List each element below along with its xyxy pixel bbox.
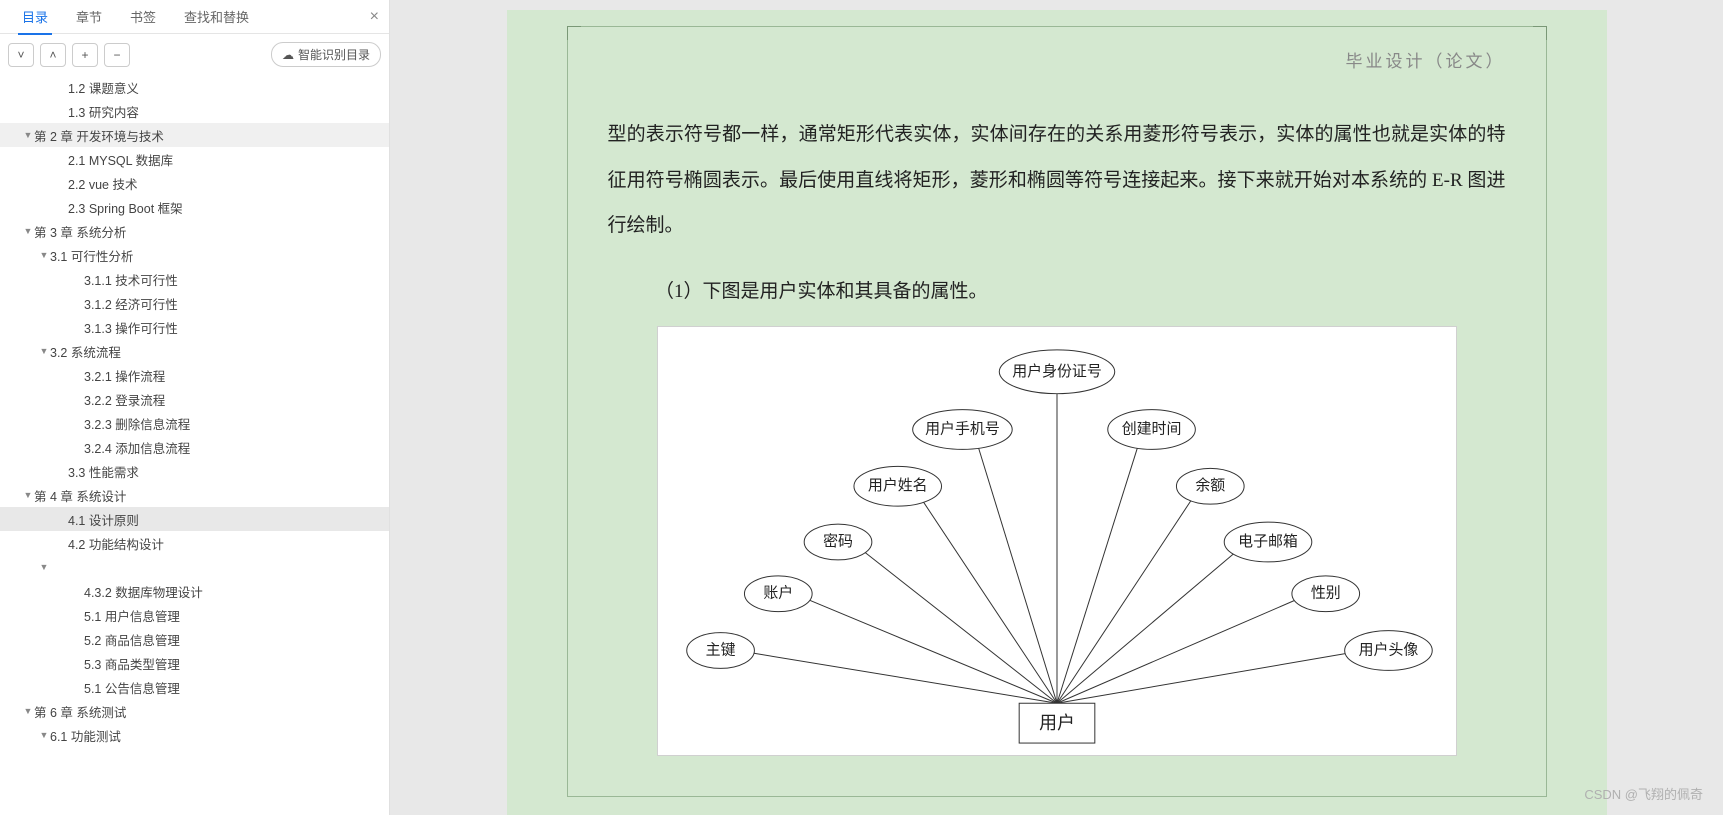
outline-item[interactable]: 3.1.2 经济可行性	[0, 291, 389, 315]
outline-item[interactable]: ▼第 6 章 系统测试	[0, 699, 389, 723]
outline-item[interactable]: ▼	[0, 555, 389, 579]
outline-item-label: 5.3 商品类型管理	[84, 654, 180, 673]
outline-item[interactable]: 4.1 设计原则	[0, 507, 389, 531]
add-button[interactable]: +	[72, 43, 98, 67]
outline-item[interactable]: 3.3 性能需求	[0, 459, 389, 483]
outline-sidebar: 目录章节书签查找和替换 × ˅ ˄ + − ☁ 智能识别目录 1.2 课题意义 1…	[0, 0, 390, 815]
document-area[interactable]: 毕业设计（论文） 型的表示符号都一样，通常矩形代表实体，实体间存在的关系用菱形符…	[390, 0, 1723, 815]
outline-item-label: 5.2 商品信息管理	[84, 630, 180, 649]
er-diagram: 用户身份证号用户手机号 创建时间用户姓名 余额密码 电子邮箱账户 性别主键 用户头像用户	[657, 326, 1457, 756]
outline-item-label: 2.1 MYSQL 数据库	[68, 150, 173, 169]
outline-item[interactable]: 3.1.3 操作可行性	[0, 315, 389, 339]
outline-item-label: 3.2.3 删除信息流程	[84, 414, 190, 433]
outline-item-label: 3.1 可行性分析	[50, 246, 133, 265]
cloud-icon: ☁	[282, 48, 294, 62]
chevron-down-icon[interactable]: ▼	[38, 730, 50, 740]
outline-item[interactable]: 2.2 vue 技术	[0, 171, 389, 195]
outline-item-label: 3.2.2 登录流程	[84, 390, 165, 409]
tab-1[interactable]: 章节	[62, 0, 116, 34]
outline-item[interactable]: ▼3.2 系统流程	[0, 339, 389, 363]
er-attribute-label: 用户身份证号	[1012, 363, 1102, 380]
er-attribute-label: 账户	[763, 585, 793, 602]
outline-item-label: 1.3 研究内容	[68, 102, 139, 121]
chevron-down-icon[interactable]: ▼	[38, 346, 50, 356]
outline-item[interactable]: 3.2.3 删除信息流程	[0, 411, 389, 435]
outline-item-label: 3.1.3 操作可行性	[84, 318, 178, 337]
outline-item-label: 2.3 Spring Boot 框架	[68, 198, 183, 217]
er-attribute-label: 密码	[823, 533, 853, 550]
collapse-button[interactable]: ˅	[8, 43, 34, 67]
outline-item[interactable]: 1.2 课题意义	[0, 75, 389, 99]
outline-item[interactable]: 2.1 MYSQL 数据库	[0, 147, 389, 171]
outline-item[interactable]: 3.2.4 添加信息流程	[0, 435, 389, 459]
outline-item[interactable]: 3.1.1 技术可行性	[0, 267, 389, 291]
outline-item[interactable]: ▼3.1 可行性分析	[0, 243, 389, 267]
outline-item[interactable]: 5.1 用户信息管理	[0, 603, 389, 627]
chevron-down-icon[interactable]: ▼	[38, 562, 50, 572]
outline-item[interactable]: 5.2 商品信息管理	[0, 627, 389, 651]
body-paragraph-2: （1）下图是用户实体和其具备的属性。	[608, 269, 1506, 315]
outline-item-label: 2.2 vue 技术	[68, 174, 137, 193]
chevron-down-icon[interactable]: ▼	[22, 130, 34, 140]
outline-tree[interactable]: 1.2 课题意义1.3 研究内容▼第 2 章 开发环境与技术2.1 MYSQL …	[0, 75, 389, 815]
outline-item-label: 3.1.2 经济可行性	[84, 294, 178, 313]
er-attribute-label: 电子邮箱	[1238, 533, 1298, 550]
er-attribute-label: 主键	[705, 642, 735, 659]
outline-item-label: 4.3.2 数据库物理设计	[84, 582, 203, 601]
outline-item-label: 3.1.1 技术可行性	[84, 270, 178, 289]
outline-toolbar: ˅ ˄ + − ☁ 智能识别目录	[0, 34, 389, 75]
expand-button[interactable]: ˄	[40, 43, 66, 67]
outline-item[interactable]: ▼6.1 功能测试	[0, 723, 389, 747]
smart-outline-label: 智能识别目录	[298, 46, 370, 63]
document-page: 毕业设计（论文） 型的表示符号都一样，通常矩形代表实体，实体间存在的关系用菱形符…	[507, 10, 1607, 815]
remove-button[interactable]: −	[104, 43, 130, 67]
outline-item-label: 4.1 设计原则	[68, 510, 139, 529]
tab-0[interactable]: 目录	[8, 0, 62, 34]
close-icon[interactable]: ×	[370, 8, 379, 26]
er-attribute-label: 性别	[1310, 585, 1340, 602]
body-paragraph-1: 型的表示符号都一样，通常矩形代表实体，实体间存在的关系用菱形符号表示，实体的属性…	[608, 112, 1506, 249]
outline-item-label: 第 4 章 系统设计	[34, 486, 126, 505]
outline-item-label: 1.2 课题意义	[68, 78, 139, 97]
outline-item[interactable]: 5.3 商品类型管理	[0, 651, 389, 675]
outline-item[interactable]: 3.2.2 登录流程	[0, 387, 389, 411]
er-attribute-label: 用户头像	[1358, 642, 1418, 659]
outline-item[interactable]: 4.3.2 数据库物理设计	[0, 579, 389, 603]
outline-item[interactable]: 3.2.1 操作流程	[0, 363, 389, 387]
outline-item-label: 4.2 功能结构设计	[68, 534, 164, 553]
outline-item-label: 6.1 功能测试	[50, 726, 121, 745]
outline-item-label: 5.1 公告信息管理	[84, 678, 180, 697]
er-attribute-label: 用户手机号	[925, 421, 1000, 438]
er-attribute-label: 用户姓名	[867, 478, 927, 495]
outline-item[interactable]: ▼第 3 章 系统分析	[0, 219, 389, 243]
outline-item[interactable]: 2.3 Spring Boot 框架	[0, 195, 389, 219]
outline-item-label: 3.2.4 添加信息流程	[84, 438, 190, 457]
smart-outline-button[interactable]: ☁ 智能识别目录	[271, 42, 381, 67]
er-attribute-label: 余额	[1195, 477, 1225, 495]
outline-item-label: 第 6 章 系统测试	[34, 702, 126, 721]
outline-item[interactable]: ▼第 4 章 系统设计	[0, 483, 389, 507]
outline-item-label: 3.2 系统流程	[50, 342, 121, 361]
sidebar-tabs: 目录章节书签查找和替换 ×	[0, 0, 389, 34]
chevron-down-icon[interactable]: ▼	[22, 490, 34, 500]
outline-item-label: 3.2.1 操作流程	[84, 366, 165, 385]
outline-item-label: 第 2 章 开发环境与技术	[34, 126, 164, 145]
outline-item[interactable]: 1.3 研究内容	[0, 99, 389, 123]
chevron-down-icon[interactable]: ▼	[38, 250, 50, 260]
outline-item-label: 3.3 性能需求	[68, 462, 139, 481]
er-entity-label: 用户	[1039, 714, 1075, 734]
tab-3[interactable]: 查找和替换	[170, 0, 263, 34]
page-header: 毕业设计（论文）	[608, 47, 1506, 72]
page-border: 毕业设计（论文） 型的表示符号都一样，通常矩形代表实体，实体间存在的关系用菱形符…	[567, 26, 1547, 797]
outline-item-label: 第 3 章 系统分析	[34, 222, 126, 241]
er-attribute-label: 创建时间	[1121, 421, 1181, 438]
outline-item[interactable]: 4.2 功能结构设计	[0, 531, 389, 555]
outline-item-label: 5.1 用户信息管理	[84, 606, 180, 625]
outline-item[interactable]: 5.1 公告信息管理	[0, 675, 389, 699]
chevron-down-icon[interactable]: ▼	[22, 706, 34, 716]
outline-item[interactable]: ▼第 2 章 开发环境与技术	[0, 123, 389, 147]
chevron-down-icon[interactable]: ▼	[22, 226, 34, 236]
tab-2[interactable]: 书签	[116, 0, 170, 34]
